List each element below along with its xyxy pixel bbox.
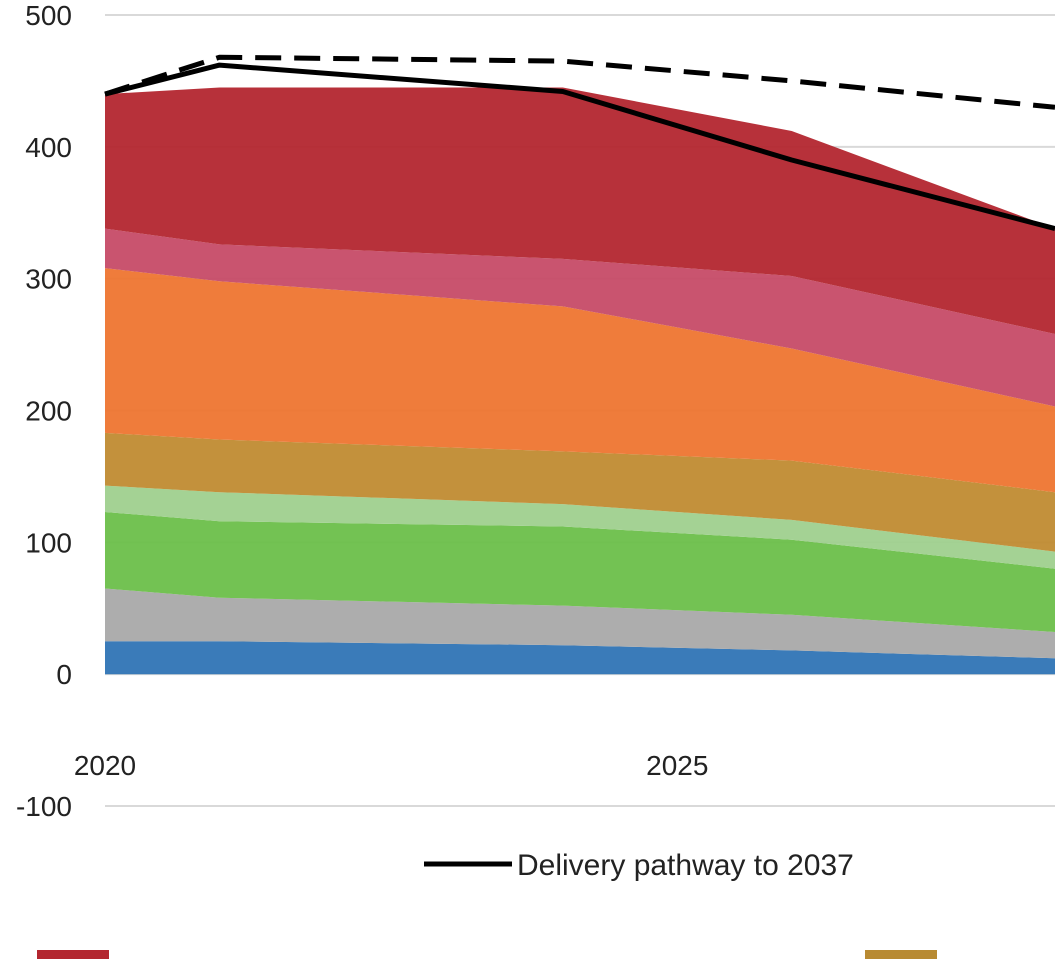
area-series-7 (105, 228, 1055, 407)
x-tick-label: 2020 (74, 750, 136, 781)
delivery-pathway-line (104, 62, 1055, 232)
y-tick-label: 200 (25, 396, 72, 427)
legend: Delivery pathway to 2037 (37, 849, 937, 959)
y-axis-ticks: 500 400 300 200 100 0 -100 (16, 0, 72, 822)
y-tick-label: -100 (16, 791, 72, 822)
area-series-5 (105, 432, 1055, 552)
stacked-areas (105, 87, 1055, 675)
legend-label: Delivery pathway to 2037 (517, 849, 854, 882)
area-series-2 (105, 588, 1055, 659)
x-axis-ticks: 2020 2025 (74, 750, 709, 781)
y-tick-label: 400 (25, 132, 72, 163)
area-series-1 (105, 641, 1055, 675)
x-tick-label: 2025 (646, 750, 708, 781)
y-tick-label: 500 (25, 0, 72, 31)
y-tick-label: 100 (25, 527, 72, 558)
area-series-6 (105, 268, 1055, 493)
area-series-3 (105, 512, 1055, 632)
legend-swatch-red (37, 950, 109, 959)
pathway-lines (104, 54, 1055, 232)
y-tick-label: 300 (25, 264, 72, 295)
legend-swatch-olive (865, 950, 937, 959)
area-series-4 (105, 485, 1055, 569)
y-tick-label: 0 (56, 659, 72, 690)
dashed-pathway-line (104, 54, 1055, 110)
area-series-8 (105, 87, 1055, 334)
